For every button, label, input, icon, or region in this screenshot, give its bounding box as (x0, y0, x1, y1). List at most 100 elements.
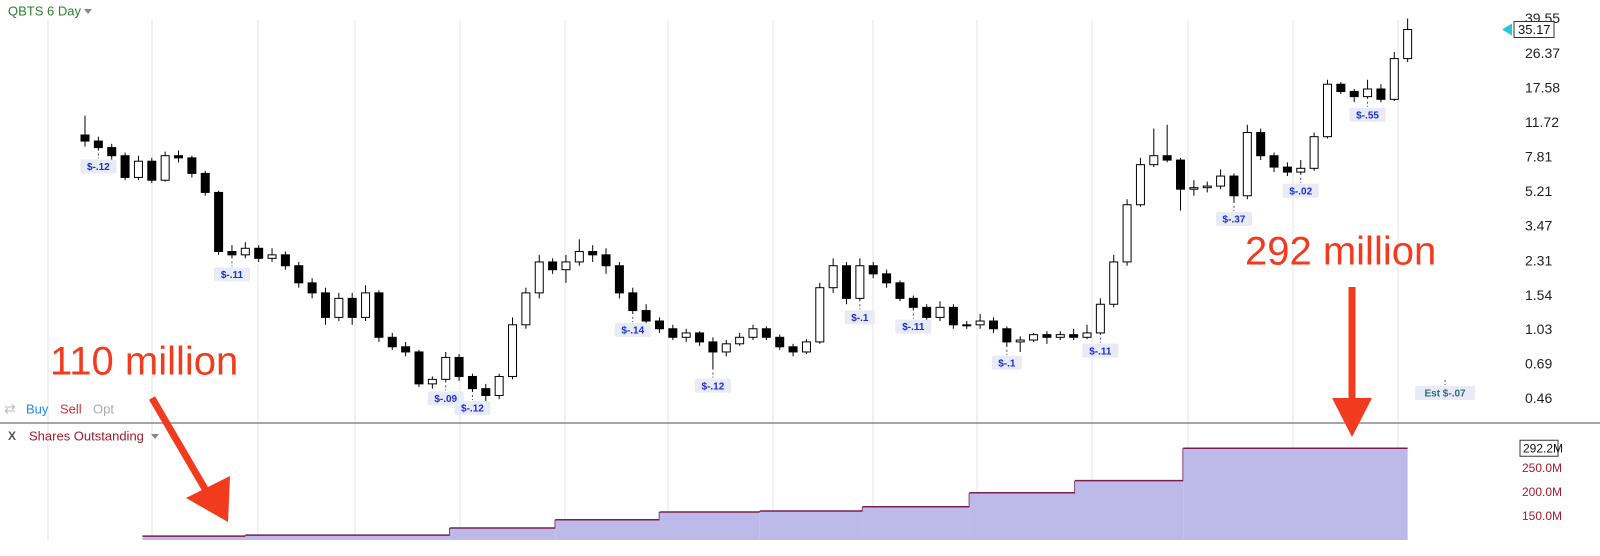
candle-body (842, 265, 852, 299)
candle-body (120, 155, 130, 178)
candle-body (1389, 58, 1399, 100)
earnings-label: $-.12 (461, 404, 484, 415)
candle-body (1336, 83, 1346, 92)
candle-body (908, 297, 918, 308)
candle-body (1349, 90, 1359, 98)
candle-body (467, 375, 477, 390)
candle-body (147, 160, 157, 181)
chart-title[interactable]: QBTS 6 Day (8, 3, 81, 18)
price-tag: 35.17 (1518, 22, 1551, 37)
dropdown-icon[interactable] (151, 434, 159, 439)
candle-body (1216, 175, 1226, 187)
area-step (1074, 480, 1184, 540)
candle-body (681, 332, 691, 338)
area-step (862, 506, 970, 540)
candle-body (254, 247, 264, 259)
candle-body (521, 292, 531, 326)
earnings-badge (895, 319, 932, 334)
candle-body (761, 328, 771, 338)
candle-body (948, 306, 958, 326)
dropdown-icon[interactable] (84, 9, 92, 14)
candle-body (828, 265, 838, 289)
candle-body (227, 250, 237, 256)
y-tick-label: 0.46 (1525, 390, 1552, 406)
earnings-label: $-.11 (1089, 346, 1112, 357)
candle-body (1069, 334, 1079, 338)
candle-body (868, 265, 878, 275)
candle-body (1082, 332, 1092, 338)
earnings-badge (80, 159, 117, 174)
area-step (245, 535, 450, 540)
callout-arrow (148, 396, 212, 496)
candle-body (214, 191, 224, 252)
candle-body (654, 320, 664, 330)
y-tick-label: 5.21 (1525, 183, 1552, 199)
candle-body (1149, 155, 1159, 166)
y-tick-label: 2.31 (1525, 252, 1552, 268)
area-step (555, 519, 660, 540)
candle-body (721, 343, 731, 353)
callout-text: 292 million (1245, 230, 1436, 274)
candle-body (1122, 204, 1132, 263)
buy-button[interactable]: Buy (26, 401, 49, 416)
candle-body (374, 292, 384, 338)
candle-body (1176, 159, 1186, 190)
earnings-badge (614, 322, 651, 337)
candle-body (454, 356, 464, 377)
candle-body (1189, 187, 1199, 190)
candle-body (160, 155, 170, 181)
y-tick-label: 250.0M (1522, 461, 1562, 475)
candle-body (695, 332, 705, 343)
candle-body (80, 134, 90, 142)
close-button[interactable]: X (8, 429, 16, 443)
candle-body (1363, 88, 1373, 98)
y-tick-label: 11.72 (1525, 114, 1559, 130)
candle-body (1095, 303, 1105, 334)
candle-body (187, 157, 197, 174)
area-step (449, 527, 556, 540)
candle-body (1309, 136, 1319, 169)
y-tick-label: 0.69 (1525, 355, 1552, 371)
candle-body (561, 261, 571, 271)
candle-body (922, 306, 932, 318)
earnings-label: $-.02 (1289, 186, 1312, 197)
candle-body (347, 297, 357, 318)
candle-body (307, 282, 317, 294)
y-tick-label: 26.37 (1525, 45, 1560, 61)
candle-body (1282, 166, 1292, 173)
value-tag-box (1519, 439, 1559, 457)
swap-icon: ⇄ (4, 401, 16, 417)
candle-body (1109, 261, 1119, 305)
opt-button[interactable]: Opt (93, 401, 114, 416)
area-step (759, 511, 863, 540)
candle-body (334, 297, 344, 318)
earnings-label: $-.55 (1356, 110, 1379, 121)
y-tick-label: 1.54 (1525, 287, 1552, 303)
earnings-label: $-.11 (221, 270, 244, 281)
candle-body (708, 341, 718, 353)
candle-body (441, 356, 451, 380)
candle-body (815, 287, 825, 343)
candle-body (1403, 29, 1413, 60)
candle-body (628, 292, 638, 312)
candle-body (588, 250, 598, 256)
candle-body (240, 247, 250, 256)
candle-body (414, 351, 424, 385)
sell-button[interactable]: Sell (60, 401, 82, 416)
earnings-badge (844, 310, 875, 325)
earnings-badge (1415, 386, 1476, 400)
candle-body (1042, 334, 1052, 338)
earnings-badge (991, 355, 1022, 370)
earnings-label: $-.12 (702, 381, 725, 392)
earnings-badge (694, 378, 731, 393)
candle-body (1269, 155, 1279, 168)
candle-body (294, 265, 304, 284)
candle-body (1322, 83, 1332, 138)
earnings-label: $-.11 (902, 322, 925, 333)
candle-body (133, 160, 143, 178)
candle-body (895, 282, 905, 299)
candle-body (280, 254, 290, 267)
earnings-badge (427, 391, 464, 406)
candle-body (975, 320, 985, 326)
earnings-badge (1215, 211, 1252, 226)
